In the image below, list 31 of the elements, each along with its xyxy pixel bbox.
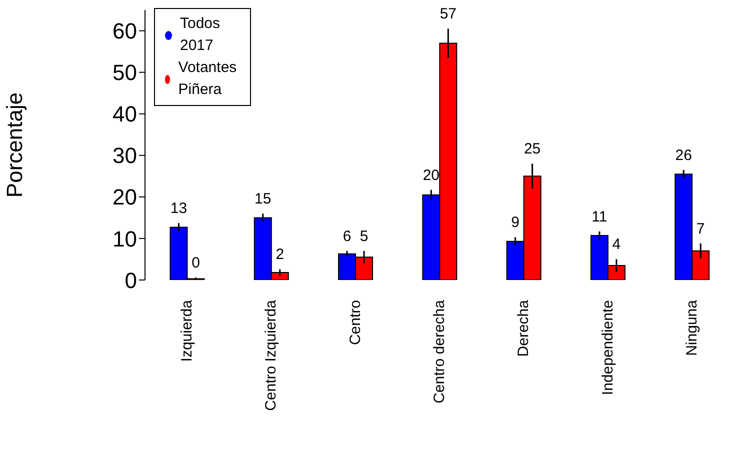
data-label: 4 bbox=[612, 236, 621, 254]
x-tick-label: Independiente bbox=[599, 300, 616, 396]
y-tick-label: 10 bbox=[112, 226, 137, 252]
legend-label: Todos 2017 bbox=[180, 14, 222, 56]
data-label: 7 bbox=[696, 220, 705, 238]
data-label: 2 bbox=[276, 246, 284, 264]
x-tick-label: Centro Izquierda bbox=[262, 299, 280, 411]
data-label: 0 bbox=[192, 254, 200, 272]
y-tick-label: 60 bbox=[112, 18, 137, 44]
x-tick-label: Centro derecha bbox=[431, 299, 448, 404]
data-label: 11 bbox=[592, 208, 608, 226]
data-label: 6 bbox=[342, 228, 352, 245]
data-label: 9 bbox=[511, 214, 520, 232]
y-tick-label: 50 bbox=[112, 60, 137, 86]
data-label: 15 bbox=[254, 190, 272, 208]
x-tick-label: Ninguna bbox=[683, 299, 700, 356]
data-label: 57 bbox=[440, 6, 457, 23]
data-label: 26 bbox=[675, 146, 692, 164]
data-label: 20 bbox=[422, 166, 440, 184]
x-tick-label: Centro bbox=[346, 300, 364, 346]
y-tick-label: 20 bbox=[112, 184, 137, 210]
data-label: 5 bbox=[360, 228, 368, 245]
y-tick-label: 0 bbox=[124, 268, 137, 293]
x-tick-label: Derecha bbox=[515, 299, 532, 357]
y-tick-label: 40 bbox=[112, 102, 137, 127]
y-tick-label: 30 bbox=[112, 143, 137, 168]
data-label: 13 bbox=[170, 200, 188, 218]
y-axis-title: Porcentaje bbox=[2, 92, 27, 198]
data-label: 25 bbox=[524, 140, 541, 158]
legend-label: Votantes Piñera bbox=[178, 58, 238, 100]
x-tick-label: Izquierda bbox=[178, 299, 196, 362]
